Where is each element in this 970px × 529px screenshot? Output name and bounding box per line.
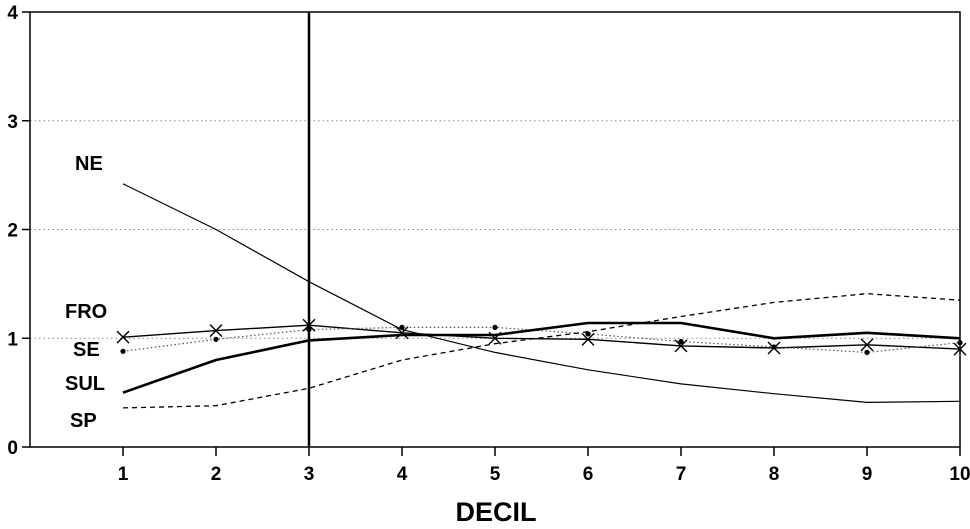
series-line-fro [122,324,961,350]
point-fro-3 [302,318,316,332]
point-fro-4 [395,326,409,340]
series-line-sul [122,321,961,394]
series-line-se [122,326,961,353]
point-se-8 [771,344,777,350]
point-se-7 [678,338,684,345]
point-se-6 [585,331,591,337]
x-axis-title: DECIL [456,497,537,527]
point-fro-10 [953,342,967,356]
x-tick-label-4: 4 [397,464,408,485]
series-lines [116,183,967,409]
point-se-3 [306,326,312,333]
grid-lines [30,11,960,339]
point-fro-7 [674,339,688,353]
point-fro-2 [209,324,223,338]
series-label-se: SE [73,339,100,361]
x-tick-label-6: 6 [583,464,594,485]
series-line-ne [122,183,961,403]
axes: 0 1 2 3 4 1 2 3 4 5 6 7 8 9 10 [7,3,970,485]
x-tick-label-9: 9 [862,464,873,485]
series-label-sp: SP [70,410,97,432]
y-tick-label-0: 0 [7,438,18,459]
point-se-1 [120,348,126,354]
point-se-9 [864,349,870,355]
point-se-5 [492,324,498,330]
series-label-sul: SUL [65,373,105,395]
series-label-ne: NE [75,153,103,175]
point-fro-1 [116,330,130,344]
point-se-10 [957,340,963,346]
y-tick-label-1: 1 [7,329,18,350]
x-tick-label-8: 8 [769,464,780,485]
x-tick-label-10: 10 [949,464,970,485]
point-fro-6 [581,332,595,346]
y-tick-label-2: 2 [7,221,18,242]
y-tick-label-3: 3 [7,112,18,133]
x-tick-label-1: 1 [118,464,129,485]
labels: NE FRO SE SUL SP [65,153,107,432]
point-se-2 [213,336,219,342]
y-tick-label-4: 4 [7,3,18,24]
x-tick-label-7: 7 [676,464,687,485]
point-fro-9 [860,338,874,352]
point-se-4 [399,324,405,330]
x-tick-label-3: 3 [304,464,315,485]
x-tick-label-5: 5 [490,464,501,485]
x-tick-label-2: 2 [211,464,222,485]
series-line-sp [122,293,961,409]
series-label-fro: FRO [65,301,107,323]
